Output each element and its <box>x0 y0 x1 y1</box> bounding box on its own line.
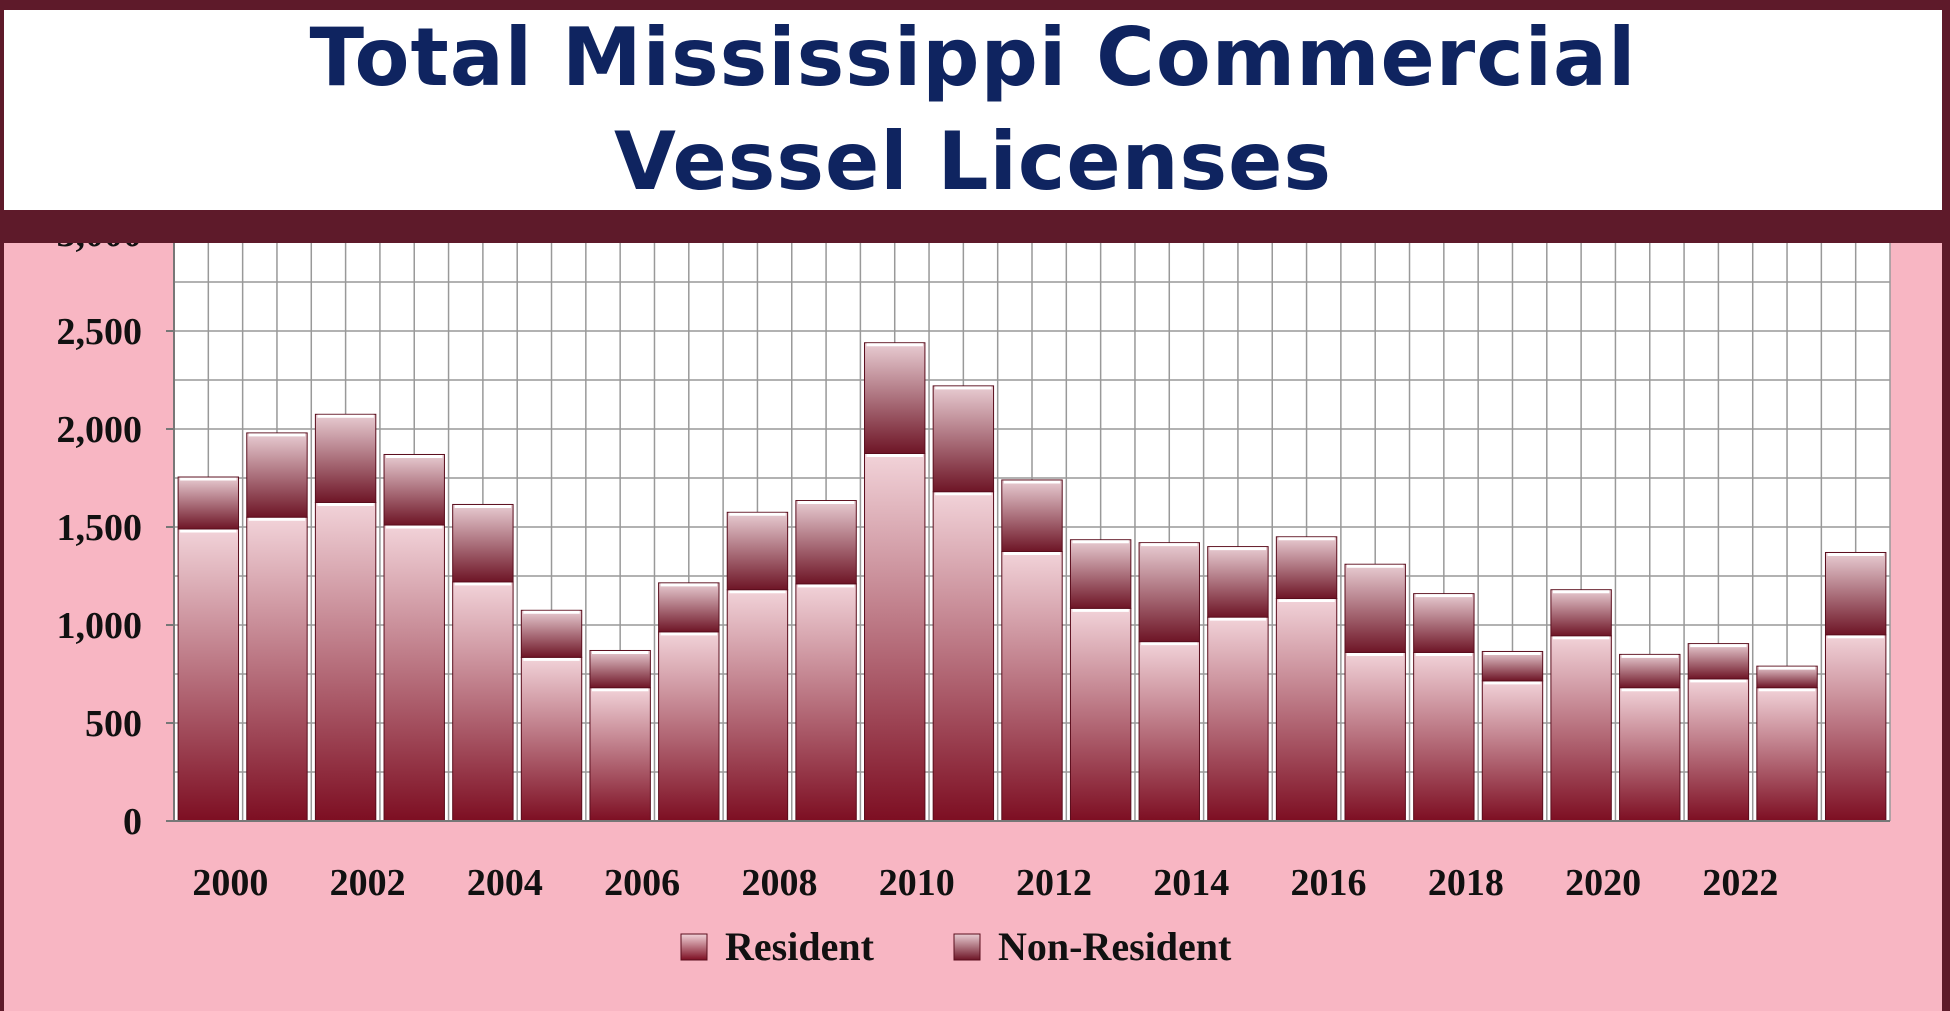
bar-resident-2012 <box>1001 551 1063 822</box>
bar-nonresident-2003 <box>383 453 445 526</box>
bar-resident-2004 <box>452 581 514 822</box>
bar-nonresident-2011 <box>932 385 995 493</box>
bar-resident-2013 <box>1069 607 1132 822</box>
x-tick-label: 2014 <box>1153 862 1229 904</box>
bar-resident-2007 <box>658 631 720 822</box>
bar-nonresident-2015 <box>1207 546 1269 618</box>
chart-title: Total Mississippi Commercial Vessel Lice… <box>309 11 1637 208</box>
bar-resident-2009 <box>795 583 857 822</box>
y-tick-label: 0 <box>123 801 142 843</box>
bar-resident-2020 <box>1550 635 1612 822</box>
bar-nonresident-2000 <box>177 476 240 530</box>
y-tick-label: 1,500 <box>57 507 143 549</box>
bar-nonresident-2019 <box>1481 650 1544 682</box>
bar-nonresident-2017 <box>1344 563 1406 653</box>
bar-resident-2022 <box>1687 678 1750 822</box>
y-tick-label: 500 <box>85 703 142 745</box>
x-tick-label: 2020 <box>1565 862 1641 904</box>
title-box: Total Mississippi Commercial Vessel Lice… <box>4 10 1942 210</box>
bar-resident-2000 <box>177 528 240 822</box>
x-tick-label: 2010 <box>879 862 955 904</box>
legend-swatch <box>953 933 981 961</box>
bar-resident-2018 <box>1413 651 1475 822</box>
legend-label: Resident <box>725 924 875 969</box>
bar-nonresident-2024 <box>1824 551 1887 636</box>
bar-nonresident-2020 <box>1550 589 1612 637</box>
plot-area: 0 500 1,000 1,500 2,000 2,500 3,000 2000 2002 200… <box>4 243 1942 1011</box>
legend-swatch <box>680 933 708 961</box>
x-tick-label: 2022 <box>1702 862 1778 904</box>
bar-nonresident-2023 <box>1756 665 1818 689</box>
bar-nonresident-2014 <box>1138 542 1200 643</box>
bar-resident-2019 <box>1481 680 1544 822</box>
bar-chart-svg: 0 500 1,000 1,500 2,000 2,500 3,000 2000 2002 200… <box>57 243 1891 969</box>
bar-nonresident-2016 <box>1275 536 1338 600</box>
bar-nonresident-2004 <box>452 503 514 583</box>
x-tick-label: 2000 <box>192 862 268 904</box>
x-tick-label: 2012 <box>1016 862 1092 904</box>
bar-resident-2015 <box>1207 616 1269 822</box>
bar-resident-2001 <box>246 516 308 822</box>
bar-resident-2006 <box>589 687 651 822</box>
bar-nonresident-2002 <box>314 413 377 503</box>
bar-resident-2011 <box>932 491 995 822</box>
y-tick-label: 1,000 <box>57 605 143 647</box>
x-tick-label: 2016 <box>1291 862 1367 904</box>
y-tick-label: 3,000 <box>57 243 143 255</box>
bar-resident-2008 <box>726 589 789 822</box>
bar-resident-2005 <box>520 656 583 822</box>
bar-nonresident-2021 <box>1619 653 1681 689</box>
bar-nonresident-2006 <box>589 649 651 689</box>
x-tick-label: 2004 <box>467 862 543 904</box>
y-tick-label: 2,000 <box>57 409 143 451</box>
bar-resident-2010 <box>864 453 926 822</box>
bar-resident-2002 <box>314 502 377 822</box>
x-tick-label: 2018 <box>1428 862 1504 904</box>
x-tick-label: 2002 <box>330 862 406 904</box>
bar-resident-2021 <box>1619 687 1681 822</box>
bar-nonresident-2009 <box>795 500 857 585</box>
bar-nonresident-2001 <box>246 432 308 518</box>
bar-nonresident-2007 <box>658 582 720 633</box>
bar-resident-2024 <box>1824 634 1887 822</box>
bar-resident-2017 <box>1344 651 1406 822</box>
legend-label: Non-Resident <box>998 924 1232 969</box>
y-tick-label: 2,500 <box>57 311 143 353</box>
bar-nonresident-2010 <box>864 342 926 454</box>
bar-nonresident-2013 <box>1069 539 1132 609</box>
bar-nonresident-2008 <box>726 511 789 591</box>
bar-nonresident-2022 <box>1687 643 1750 680</box>
x-tick-label: 2006 <box>604 862 680 904</box>
bar-resident-2014 <box>1138 641 1200 822</box>
bar-nonresident-2005 <box>520 609 583 658</box>
bar-resident-2023 <box>1756 687 1818 822</box>
x-tick-label: 2008 <box>741 862 817 904</box>
bar-resident-2016 <box>1275 598 1338 822</box>
bar-nonresident-2018 <box>1413 593 1475 653</box>
bar-nonresident-2012 <box>1001 479 1063 553</box>
bar-resident-2003 <box>383 524 445 822</box>
